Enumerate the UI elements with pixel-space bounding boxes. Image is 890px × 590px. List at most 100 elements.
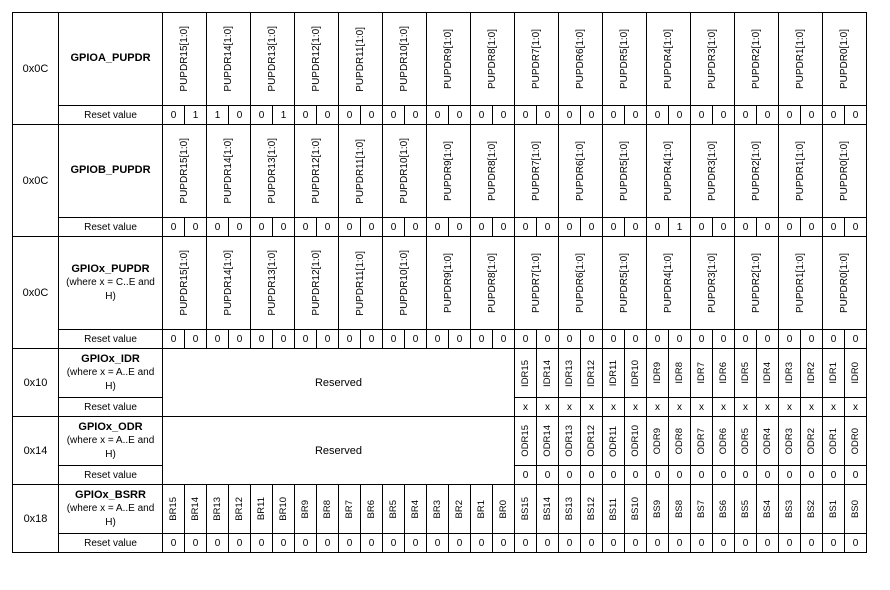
bitfield: PUPDR10[1:0]	[383, 237, 427, 330]
reset-bit: 0	[691, 106, 713, 125]
offset-cell: 0x10	[13, 349, 59, 417]
reset-bit: 0	[625, 330, 647, 349]
bitfield: IDR3	[779, 349, 801, 398]
reset-bit: 0	[449, 330, 471, 349]
reset-bit: 0	[471, 218, 493, 237]
reset-bit: 0	[647, 330, 669, 349]
offset-cell: 0x14	[13, 417, 59, 485]
bitfield: PUPDR6[1:0]	[559, 237, 603, 330]
bitfield: BS8	[669, 485, 691, 534]
reset-bit: 0	[339, 218, 361, 237]
reset-bit: 0	[405, 330, 427, 349]
reset-bit: 0	[603, 466, 625, 485]
reset-bit: 0	[735, 466, 757, 485]
row-gpiox-bsrr-fields: 0x18 GPIOx_BSRR (where x = A..E and H) B…	[13, 485, 867, 534]
bitfield: BR12	[229, 485, 251, 534]
reset-bit: 0	[273, 218, 295, 237]
bitfield: ODR15	[515, 417, 537, 466]
reset-bit: 0	[735, 534, 757, 553]
reset-bit: 0	[603, 106, 625, 125]
reset-bit: 0	[449, 534, 471, 553]
bitfield: IDR7	[691, 349, 713, 398]
reset-bit: x	[537, 398, 559, 417]
bitfield: PUPDR1[1:0]	[779, 237, 823, 330]
bitfield: PUPDR14[1:0]	[207, 13, 251, 106]
reserved-cell: Reserved	[163, 417, 515, 485]
reset-bit: 0	[559, 106, 581, 125]
reset-bit: 0	[185, 218, 207, 237]
row-gpiox-odr-fields: 0x14 GPIOx_ODR (where x = A..E and H) Re…	[13, 417, 867, 466]
reset-label: Reset value	[59, 330, 163, 349]
bitfield: PUPDR0[1:0]	[823, 13, 867, 106]
bitfield: PUPDR9[1:0]	[427, 13, 471, 106]
reset-bit: 0	[735, 218, 757, 237]
bitfield: BR8	[317, 485, 339, 534]
regname-sub: (where x = C..E and H)	[66, 277, 155, 301]
bitfield: PUPDR12[1:0]	[295, 13, 339, 106]
row-gpioa-pupdr-fields: 0x0C GPIOA_PUPDR PUPDR15[1:0] PUPDR14[1:…	[13, 13, 867, 106]
reset-bit: 0	[713, 330, 735, 349]
bitfield: ODR2	[801, 417, 823, 466]
bitfield: PUPDR11[1:0]	[339, 125, 383, 218]
bitfield: BR3	[427, 485, 449, 534]
bitfield: ODR14	[537, 417, 559, 466]
bitfield: IDR6	[713, 349, 735, 398]
reset-bit: x	[801, 398, 823, 417]
bitfield: PUPDR3[1:0]	[691, 13, 735, 106]
reset-bit: 0	[361, 330, 383, 349]
bitfield: ODR4	[757, 417, 779, 466]
reset-bit: 0	[537, 106, 559, 125]
bitfield: BS4	[757, 485, 779, 534]
bitfield: BS7	[691, 485, 713, 534]
bitfield: PUPDR9[1:0]	[427, 237, 471, 330]
regname: GPIOx_ODR	[78, 421, 142, 433]
reset-bit: 0	[537, 218, 559, 237]
reset-bit: x	[713, 398, 735, 417]
reset-bit: 0	[471, 106, 493, 125]
reset-bit: 0	[295, 218, 317, 237]
regname-cell: GPIOA_PUPDR	[59, 13, 163, 106]
reset-bit: 0	[647, 218, 669, 237]
reset-bit: 0	[647, 106, 669, 125]
reset-bit: 0	[317, 330, 339, 349]
bitfield: BS3	[779, 485, 801, 534]
reset-bit: 0	[537, 466, 559, 485]
row-gpiox-pupdr-fields: 0x0C GPIOx_PUPDR (where x = C..E and H) …	[13, 237, 867, 330]
reset-bit: 0	[801, 106, 823, 125]
reset-bit: x	[647, 398, 669, 417]
reset-bit: 0	[339, 534, 361, 553]
regname-sub: (where x = A..E and H)	[67, 367, 155, 391]
bitfield: IDR4	[757, 349, 779, 398]
regname-cell: GPIOx_BSRR (where x = A..E and H)	[59, 485, 163, 534]
reset-bit: 0	[603, 534, 625, 553]
reset-bit: 0	[713, 218, 735, 237]
reset-bit: 0	[427, 330, 449, 349]
bitfield: ODR12	[581, 417, 603, 466]
bitfield: BR9	[295, 485, 317, 534]
reset-bit: x	[625, 398, 647, 417]
reset-bit: 0	[251, 330, 273, 349]
regname-cell: GPIOx_ODR (where x = A..E and H)	[59, 417, 163, 466]
reset-bit: 0	[427, 218, 449, 237]
reset-bit: 0	[295, 106, 317, 125]
reset-label: Reset value	[59, 106, 163, 125]
bitfield: PUPDR5[1:0]	[603, 237, 647, 330]
reset-bit: 0	[603, 218, 625, 237]
bitfield: PUPDR8[1:0]	[471, 237, 515, 330]
offset-cell: 0x18	[13, 485, 59, 553]
regname: GPIOA_PUPDR	[70, 52, 150, 64]
reset-bit: 0	[405, 106, 427, 125]
bitfield: IDR5	[735, 349, 757, 398]
reset-bit: 0	[207, 534, 229, 553]
reset-bit: 0	[625, 534, 647, 553]
reset-bit: 0	[625, 106, 647, 125]
reset-bit: 0	[207, 330, 229, 349]
reset-bit: 0	[317, 106, 339, 125]
reset-bit: 0	[559, 466, 581, 485]
reset-bit: 0	[625, 466, 647, 485]
reset-bit: 0	[537, 330, 559, 349]
bitfield: PUPDR4[1:0]	[647, 237, 691, 330]
reset-bit: 0	[779, 534, 801, 553]
bitfield: PUPDR14[1:0]	[207, 237, 251, 330]
bitfield: BS9	[647, 485, 669, 534]
